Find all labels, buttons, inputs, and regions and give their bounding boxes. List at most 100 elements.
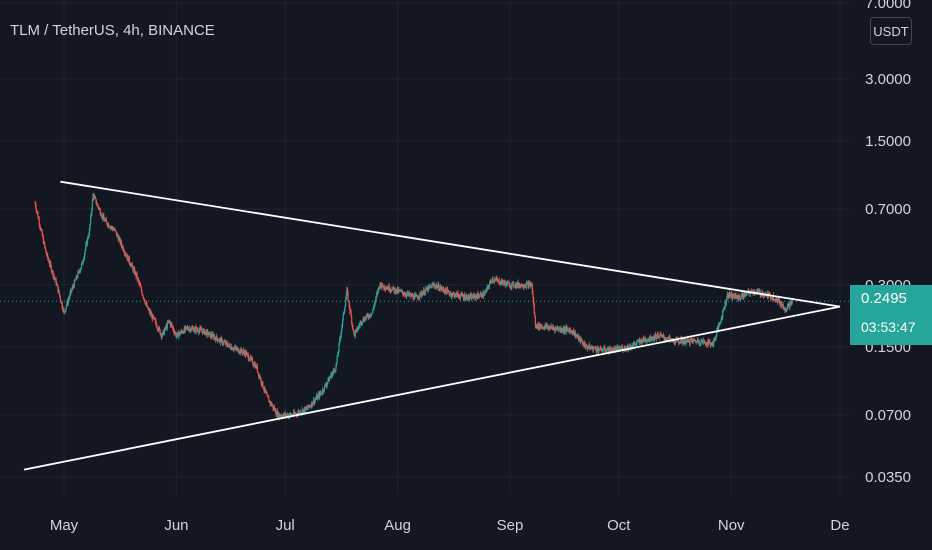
candle-body	[308, 406, 310, 407]
candle-body	[361, 323, 363, 324]
candle-body	[34, 202, 37, 207]
candle-body	[403, 294, 405, 296]
candle-body	[710, 343, 712, 346]
candle-body	[392, 286, 394, 289]
candle-body	[523, 286, 525, 288]
candle-body	[171, 324, 173, 328]
candle-body	[659, 334, 661, 337]
candle-body	[470, 294, 472, 296]
candle-body	[369, 314, 371, 317]
time-axis[interactable]: May Jun Jul Aug Sep Oct Nov De	[50, 517, 850, 534]
candle-body	[249, 356, 251, 360]
candle-body	[572, 330, 574, 334]
candle-body	[338, 339, 341, 344]
candle-body	[302, 409, 304, 414]
candle-body	[655, 334, 657, 339]
candle-body	[187, 327, 189, 329]
candle-body	[448, 293, 451, 295]
candle-body	[212, 334, 214, 338]
candle-body	[79, 269, 81, 272]
candle-body	[609, 348, 611, 352]
trendline-lower[interactable]	[23, 305, 841, 471]
candle-body	[80, 267, 82, 270]
candle-body	[613, 348, 616, 352]
candle-body	[255, 364, 257, 369]
candle-body	[406, 294, 408, 297]
candle-body	[195, 327, 197, 332]
candle-body	[323, 390, 325, 392]
candle-body	[701, 339, 703, 342]
candle-body	[584, 346, 586, 348]
candle-body	[779, 303, 781, 305]
candle-body	[502, 282, 504, 285]
candle-body	[783, 308, 785, 310]
candle-body	[267, 395, 269, 397]
candle-body	[342, 313, 344, 319]
candle-body	[55, 279, 57, 285]
currency-button[interactable]: USDT	[870, 17, 912, 45]
candle-body	[561, 330, 563, 332]
candle-body	[277, 412, 279, 417]
candle-body	[199, 327, 201, 331]
candle-body	[141, 294, 144, 296]
candle-body	[775, 299, 777, 301]
candle-body	[132, 268, 135, 271]
candle-body	[87, 237, 89, 239]
candle-body	[125, 253, 127, 256]
candle-body	[139, 283, 141, 287]
candle-body	[97, 206, 100, 209]
candle-body	[722, 310, 724, 317]
candle-body	[616, 346, 619, 348]
candle-body	[339, 337, 341, 340]
candle-body	[637, 340, 639, 342]
candle-body	[244, 351, 246, 356]
candle-body	[480, 293, 482, 295]
candle-body	[329, 376, 332, 378]
candle-body	[334, 370, 336, 372]
candle-body	[189, 328, 191, 330]
candle-body	[205, 331, 207, 336]
candle-body	[524, 285, 526, 287]
candle-body	[751, 289, 753, 291]
candle-body	[207, 331, 209, 336]
candle-body	[560, 328, 562, 332]
candle-body	[522, 286, 524, 288]
candle-body	[195, 327, 197, 332]
candle-body	[286, 414, 288, 416]
candle-body	[553, 328, 555, 330]
x-tick-label: Jun	[164, 517, 188, 534]
candle-body	[162, 330, 164, 333]
candle-body	[491, 278, 494, 282]
candle-body	[144, 303, 147, 304]
candle-body	[662, 335, 665, 338]
candle-body	[279, 414, 281, 417]
candle-body	[297, 411, 300, 413]
trendline-upper[interactable]	[60, 180, 841, 308]
price-axis[interactable]: 7.00003.00001.50000.70000.30000.15000.07…	[865, 0, 911, 486]
candle-body	[156, 326, 158, 328]
candle-body	[283, 413, 286, 416]
candle-body	[247, 354, 249, 360]
candle-body	[280, 415, 282, 417]
candle-body	[490, 280, 492, 282]
candle-body	[74, 280, 77, 282]
candle-body	[684, 338, 686, 344]
candle-body	[618, 349, 620, 351]
candle-body	[775, 298, 778, 301]
candle-body	[740, 294, 743, 298]
candle-body	[540, 326, 543, 328]
candle-body	[635, 343, 637, 345]
candle-body	[181, 331, 184, 333]
candle-body	[652, 339, 654, 340]
candle-body	[349, 311, 352, 312]
candle-body	[564, 327, 566, 329]
candle-body	[442, 289, 445, 292]
candle-body	[93, 194, 95, 199]
candle-body	[152, 315, 155, 318]
candle-body	[384, 288, 387, 290]
candle-body	[113, 229, 115, 231]
candle-body	[60, 302, 63, 304]
candle-body	[598, 349, 601, 351]
candle-body	[675, 339, 677, 344]
